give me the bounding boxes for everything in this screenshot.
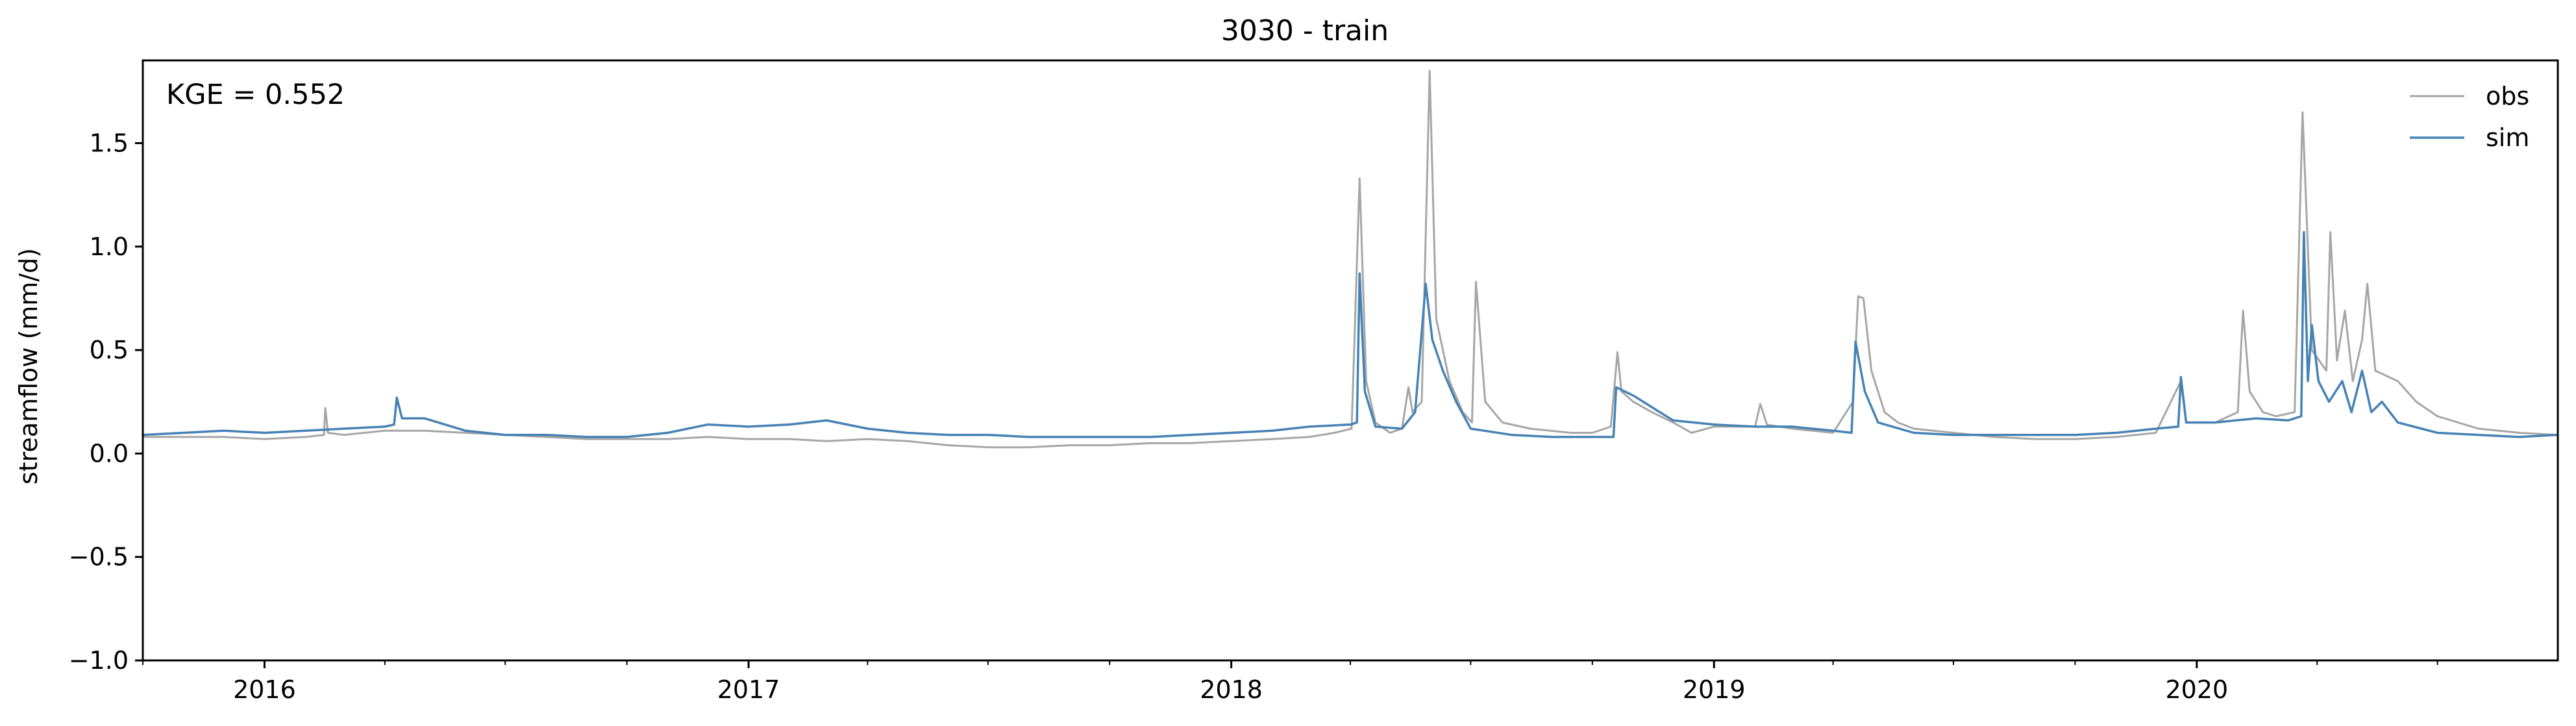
x-tick-label: 2020 xyxy=(2165,675,2228,704)
y-tick-label: 1.0 xyxy=(90,232,129,261)
x-tick-label: 2018 xyxy=(1200,675,1263,704)
legend-label-obs: obs xyxy=(2486,82,2529,110)
plot-area xyxy=(142,69,2558,449)
y-tick-label: 0.5 xyxy=(90,336,129,364)
kge-annotation: KGE = 0.552 xyxy=(166,79,345,111)
y-tick-label: 0.0 xyxy=(90,439,129,468)
y-tick-label: −1.0 xyxy=(69,646,129,675)
x-tick-label: 2017 xyxy=(717,675,780,704)
legend: obs sim xyxy=(2410,82,2529,152)
x-tick-label: 2019 xyxy=(1683,675,1746,704)
y-axis-label: streamflow (mm/d) xyxy=(14,248,43,484)
legend-label-sim: sim xyxy=(2486,123,2529,152)
x-tick-label: 2016 xyxy=(233,675,296,704)
x-axis-ticks: 2016 2017 2018 2019 2020 xyxy=(142,660,2438,704)
chart-title: 3030 - train xyxy=(1221,14,1389,47)
y-tick-label: 1.5 xyxy=(90,129,129,157)
series-line-sim xyxy=(142,231,2558,438)
y-tick-label: −0.5 xyxy=(69,543,129,571)
series-line-obs xyxy=(143,69,2558,449)
y-axis-ticks: −1.0 −0.5 0.0 0.5 1.0 1.5 xyxy=(69,129,143,675)
